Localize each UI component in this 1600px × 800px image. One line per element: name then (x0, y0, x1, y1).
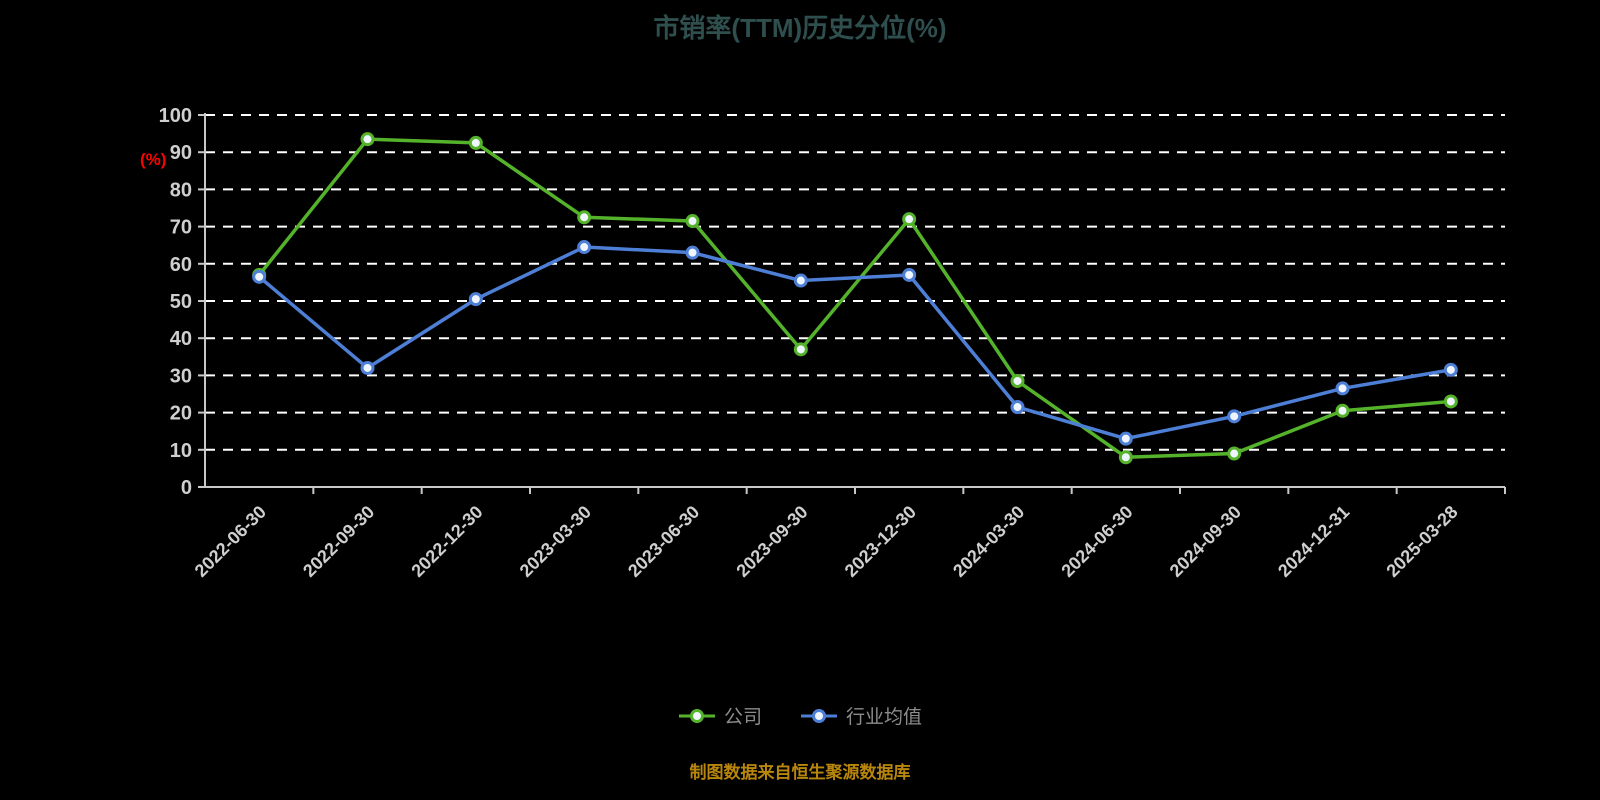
data-point-series-0[interactable] (360, 132, 375, 147)
data-point-series-1[interactable] (1443, 362, 1458, 377)
x-tick-label: 2023-09-30 (732, 502, 811, 581)
data-point-series-0[interactable] (1227, 446, 1242, 461)
data-point-series-1[interactable] (468, 292, 483, 307)
x-tick-label: 2023-12-30 (841, 502, 920, 581)
legend-label-industry-average: 行业均值 (846, 707, 923, 728)
y-tick-label: 10 (170, 440, 192, 462)
data-point-series-0[interactable] (1335, 403, 1350, 418)
company-line-marker-icon (678, 708, 715, 723)
data-point-series-1[interactable] (1335, 381, 1350, 396)
y-tick-label: 20 (170, 403, 192, 425)
data-point-series-0[interactable] (793, 342, 808, 357)
legend-item-company[interactable]: 公司 (678, 702, 762, 729)
data-source-note: 制图数据来自恒生聚源数据库 (689, 763, 911, 782)
x-tick-label: 2022-09-30 (299, 502, 378, 581)
series-line-0 (257, 137, 1451, 459)
x-tick-label: 2022-12-30 (407, 502, 486, 581)
data-point-series-1[interactable] (577, 240, 592, 255)
y-tick-label: 0 (181, 477, 192, 499)
data-point-series-0[interactable] (1010, 373, 1025, 388)
x-tick-label: 2024-12-31 (1274, 502, 1353, 581)
y-tick-label: 40 (170, 328, 192, 350)
data-point-series-0[interactable] (1443, 394, 1458, 409)
legend-label-company: 公司 (723, 707, 762, 728)
data-point-series-0[interactable] (1118, 450, 1133, 465)
series-line-1 (258, 245, 1452, 441)
data-point-series-0[interactable] (685, 214, 700, 229)
data-point-series-0[interactable] (902, 212, 917, 227)
y-axis-unit-label: (%) (140, 150, 167, 169)
chart-title: 市销率(TTM)历史分位(%) (653, 13, 947, 43)
data-point-series-1[interactable] (902, 267, 917, 282)
data-point-series-1[interactable] (360, 360, 375, 375)
x-tick-label: 2023-06-30 (624, 502, 703, 581)
data-point-series-1[interactable] (1118, 431, 1133, 446)
data-point-series-1[interactable] (252, 269, 267, 284)
legend: 公司 行业均值 (0, 702, 1600, 729)
data-point-series-0[interactable] (577, 210, 592, 225)
y-tick-label: 70 (170, 217, 192, 239)
data-point-series-1[interactable] (685, 245, 700, 260)
x-tick-label: 2025-03-28 (1382, 502, 1461, 581)
x-tick-label: 2022-06-30 (191, 502, 270, 581)
y-tick-label: 60 (170, 254, 192, 276)
x-tick-label: 2024-06-30 (1057, 502, 1136, 581)
y-tick-label: 90 (170, 142, 192, 164)
y-tick-label: 100 (159, 105, 192, 127)
legend-item-industry-average[interactable]: 行业均值 (800, 702, 922, 729)
data-point-series-1[interactable] (1227, 409, 1242, 424)
data-point-series-0[interactable] (468, 135, 483, 150)
y-tick-label: 50 (170, 291, 192, 313)
x-tick-label: 2024-09-30 (1166, 502, 1245, 581)
y-tick-label: 80 (170, 179, 192, 201)
x-tick-label: 2024-03-30 (949, 502, 1028, 581)
data-point-series-1[interactable] (1010, 400, 1025, 415)
x-tick-label: 2023-03-30 (516, 502, 595, 581)
y-tick-label: 30 (170, 365, 192, 387)
industry-average-line-marker-icon (801, 708, 837, 723)
data-point-series-1[interactable] (793, 273, 808, 288)
